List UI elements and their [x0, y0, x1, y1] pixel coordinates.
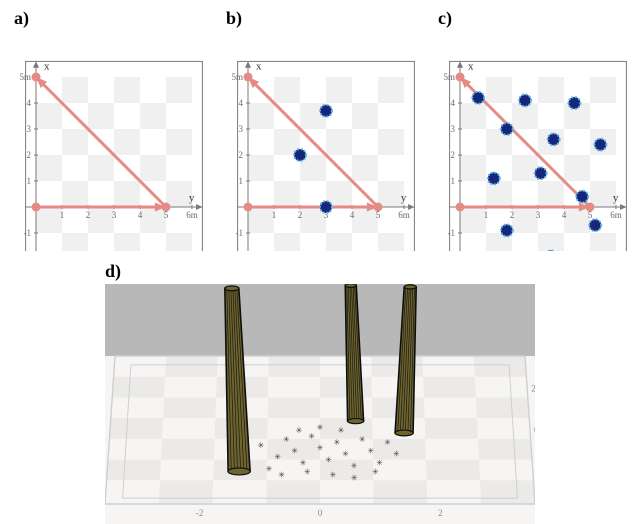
svg-text:2: 2 [239, 150, 244, 160]
svg-text:y: y [401, 192, 407, 204]
svg-text:x: x [44, 60, 50, 72]
svg-text:✳: ✳ [278, 470, 285, 479]
svg-text:5: 5 [164, 210, 169, 220]
svg-text:4: 4 [239, 98, 244, 108]
svg-text:4: 4 [350, 210, 355, 220]
svg-text:3: 3 [112, 210, 117, 220]
svg-text:y: y [189, 192, 195, 204]
svg-text:✳: ✳ [308, 432, 315, 441]
svg-text:✳: ✳ [338, 426, 345, 435]
svg-text:4: 4 [562, 210, 567, 220]
svg-text:✳: ✳ [296, 426, 303, 435]
svg-text:2: 2 [438, 508, 443, 518]
svg-text:✳: ✳ [317, 423, 324, 432]
svg-text:✳: ✳ [283, 435, 290, 444]
svg-text:-1: -1 [24, 228, 32, 238]
svg-text:1: 1 [27, 176, 32, 186]
svg-text:2: 2 [451, 150, 456, 160]
svg-text:✳: ✳ [258, 441, 265, 450]
svg-text:✳: ✳ [372, 467, 379, 476]
panel-d-svg-host: ✳✳✳✳✳✳✳✳✳✳✳✳✳✳✳✳✳✳✳✳✳✳✳✳✳-202-202 [105, 284, 535, 524]
svg-text:✳: ✳ [342, 450, 349, 459]
panel-a: a) 123456m-2-112345myx [8, 8, 208, 251]
svg-text:4: 4 [451, 98, 456, 108]
svg-text:✳: ✳ [384, 438, 391, 447]
svg-text:2: 2 [27, 150, 32, 160]
svg-text:x: x [468, 60, 474, 72]
svg-text:-1: -1 [448, 228, 456, 238]
panel-c: c) 123456m-2-112345myx [432, 8, 632, 251]
svg-text:✳: ✳ [393, 450, 400, 459]
svg-text:✳: ✳ [325, 456, 332, 465]
svg-text:3: 3 [451, 124, 456, 134]
panel-b-svg-host: 123456m-2-112345myx [220, 31, 420, 251]
svg-text:✳: ✳ [266, 464, 273, 473]
svg-text:4: 4 [138, 210, 143, 220]
panel-row-bottom: d) ✳✳✳✳✳✳✳✳✳✳✳✳✳✳✳✳✳✳✳✳✳✳✳✳✳-202-202 [8, 261, 632, 524]
svg-text:5m: 5m [231, 72, 243, 82]
svg-text:✳: ✳ [351, 473, 358, 482]
svg-text:6m: 6m [610, 210, 622, 220]
svg-text:1: 1 [60, 210, 65, 220]
svg-text:1: 1 [239, 176, 244, 186]
svg-text:2: 2 [510, 210, 515, 220]
svg-text:✳: ✳ [291, 447, 298, 456]
svg-text:1: 1 [484, 210, 489, 220]
svg-text:3: 3 [239, 124, 244, 134]
svg-text:✳: ✳ [274, 453, 281, 462]
svg-text:✳: ✳ [334, 438, 341, 447]
panel-c-svg-host: 123456m-2-112345myx [432, 31, 632, 251]
svg-text:✳: ✳ [317, 444, 324, 453]
panel-label-c: c) [438, 8, 632, 29]
svg-text:4: 4 [27, 98, 32, 108]
panel-row-top: a) 123456m-2-112345myx b) 123456m-2-1123… [8, 8, 632, 251]
panel-label-d: d) [105, 261, 535, 282]
panel-d: d) ✳✳✳✳✳✳✳✳✳✳✳✳✳✳✳✳✳✳✳✳✳✳✳✳✳-202-202 [105, 261, 535, 524]
svg-text:5m: 5m [19, 72, 31, 82]
svg-text:1: 1 [451, 176, 456, 186]
svg-text:2: 2 [86, 210, 91, 220]
svg-text:-1: -1 [236, 228, 244, 238]
svg-text:x: x [256, 60, 262, 72]
panel-label-a: a) [14, 8, 208, 29]
svg-text:✳: ✳ [351, 461, 358, 470]
svg-text:2: 2 [531, 384, 535, 394]
panel-b: b) 123456m-2-112345myx [220, 8, 420, 251]
svg-text:✳: ✳ [367, 447, 374, 456]
svg-text:✳: ✳ [329, 470, 336, 479]
panel-a-svg-host: 123456m-2-112345myx [8, 31, 208, 251]
svg-text:✳: ✳ [376, 459, 383, 468]
svg-text:-2: -2 [196, 508, 204, 518]
svg-text:5m: 5m [443, 72, 455, 82]
svg-text:1: 1 [272, 210, 277, 220]
svg-text:0: 0 [318, 508, 323, 518]
svg-text:✳: ✳ [304, 467, 311, 476]
svg-text:y: y [613, 192, 619, 204]
svg-text:6m: 6m [186, 210, 198, 220]
svg-text:3: 3 [27, 124, 32, 134]
panel-label-b: b) [226, 8, 420, 29]
svg-text:✳: ✳ [300, 459, 307, 468]
svg-text:✳: ✳ [359, 435, 366, 444]
svg-text:3: 3 [536, 210, 541, 220]
svg-text:0: 0 [534, 425, 535, 435]
svg-text:5: 5 [588, 210, 593, 220]
svg-text:2: 2 [298, 210, 303, 220]
svg-text:6m: 6m [398, 210, 410, 220]
svg-text:5: 5 [376, 210, 381, 220]
